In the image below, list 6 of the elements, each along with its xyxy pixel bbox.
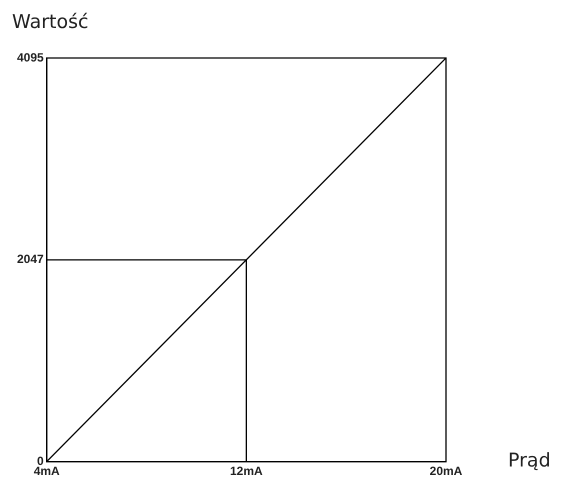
y-axis-title: Wartość: [12, 11, 88, 33]
y-tick-label: 4095: [16, 50, 44, 64]
x-tick-label: 12mA: [230, 464, 264, 478]
x-axis-title: Prąd: [508, 450, 551, 472]
x-tick-label: 20mA: [430, 464, 463, 478]
y-tick-label: 2047: [16, 252, 44, 266]
